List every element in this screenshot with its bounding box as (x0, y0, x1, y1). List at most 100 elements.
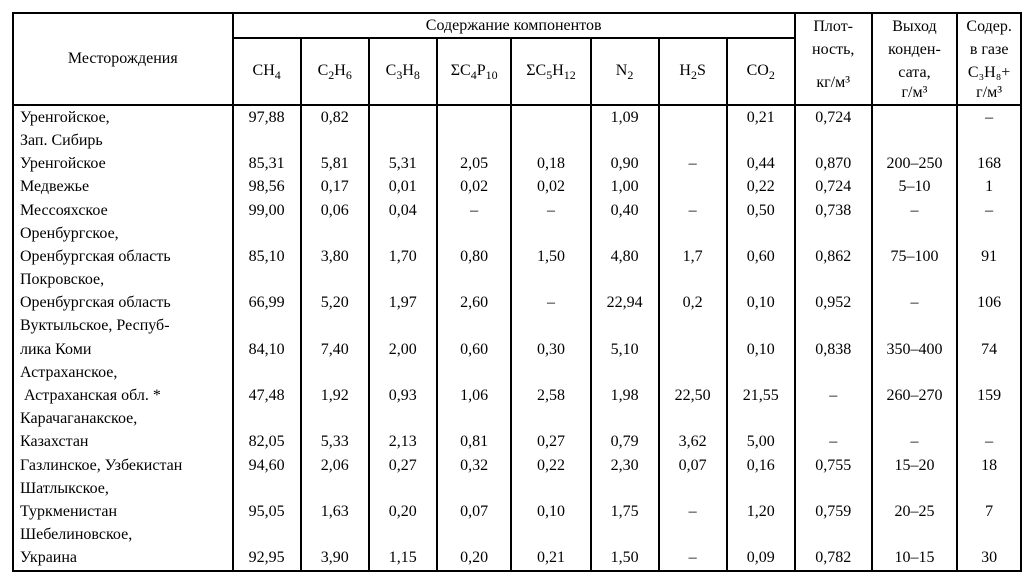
cell-value: 0,759 (795, 500, 872, 523)
cell-value: 5,20 (301, 291, 369, 314)
cell-value: 1,09 (591, 105, 659, 129)
col-condensate-3: сата,г/м³ (872, 61, 958, 104)
cell-value (659, 338, 727, 361)
cell-value (659, 361, 727, 384)
deposit-name: Оренбургская область (13, 245, 233, 268)
cell-value (659, 105, 727, 129)
cell-value: 2,00 (369, 338, 437, 361)
cell-value (437, 222, 512, 245)
deposit-name: Казахстан (13, 430, 233, 453)
cell-value (957, 361, 1021, 384)
cell-value (659, 222, 727, 245)
cell-value: – (872, 199, 958, 222)
col-n2: N2 (591, 38, 659, 105)
deposit-name: Астраханское, (13, 361, 233, 384)
cell-value: 1,50 (591, 546, 659, 570)
cell-value: 0,60 (437, 338, 512, 361)
col-sc5h12: ΣC5H12 (511, 38, 590, 105)
cell-value (727, 268, 795, 291)
cell-value (301, 361, 369, 384)
cell-value: – (957, 430, 1021, 453)
cell-value: 0,838 (795, 338, 872, 361)
cell-value: 1,50 (511, 245, 590, 268)
cell-value (795, 523, 872, 546)
col-c2h6: C2H6 (301, 38, 369, 105)
cell-value: 0,16 (727, 454, 795, 477)
cell-value: 3,62 (659, 430, 727, 453)
cell-value: – (511, 291, 590, 314)
cell-value (795, 407, 872, 430)
cell-value: – (872, 430, 958, 453)
cell-value: 0,27 (369, 454, 437, 477)
cell-value: 1,06 (437, 384, 512, 407)
table-header: Месторождения Содержание компонентов Пло… (13, 13, 1021, 105)
cell-value: – (659, 500, 727, 523)
cell-value (795, 268, 872, 291)
col-group-components: Содержание компонентов (233, 13, 795, 38)
cell-value (233, 477, 301, 500)
cell-value: 0,60 (727, 245, 795, 268)
col-gascontent-3: C₃H₈+г/м³ (957, 61, 1021, 104)
cell-value (872, 523, 958, 546)
table-row: Оренбургское, (13, 222, 1021, 245)
cell-value (659, 268, 727, 291)
table-row: Уренгойское,97,880,821,090,210,724– (13, 105, 1021, 129)
cell-value: 30 (957, 546, 1021, 570)
cell-value: 0,20 (369, 500, 437, 523)
cell-value (511, 314, 590, 337)
cell-value: 1,70 (369, 245, 437, 268)
cell-value: 0,27 (511, 430, 590, 453)
col-condensate-2: конден- (872, 38, 958, 61)
cell-value: 97,88 (233, 105, 301, 129)
cell-value: 106 (957, 291, 1021, 314)
col-h2s: H2S (659, 38, 727, 105)
cell-value: 0,30 (511, 338, 590, 361)
cell-value: – (437, 199, 512, 222)
cell-value: 0,738 (795, 199, 872, 222)
cell-value: 10–15 (872, 546, 958, 570)
cell-value (957, 407, 1021, 430)
cell-value: 0,07 (659, 454, 727, 477)
table-row: Оренбургская область66,995,201,972,60–22… (13, 291, 1021, 314)
cell-value: 3,80 (301, 245, 369, 268)
cell-value (659, 129, 727, 152)
cell-value: 0,782 (795, 546, 872, 570)
cell-value: 0,04 (369, 199, 437, 222)
cell-value (233, 129, 301, 152)
deposit-name: Шебелиновское, (13, 523, 233, 546)
deposit-name: Уренгойское, (13, 105, 233, 129)
cell-value: 0,21 (511, 546, 590, 570)
table-row: Шебелиновское, (13, 523, 1021, 546)
deposit-name: Астраханская обл. * (13, 384, 233, 407)
cell-value: 0,10 (511, 500, 590, 523)
col-name: Месторождения (13, 13, 233, 105)
cell-value: 95,05 (233, 500, 301, 523)
cell-value (301, 477, 369, 500)
cell-value: 85,31 (233, 152, 301, 175)
cell-value: 1,15 (369, 546, 437, 570)
deposit-name: Украина (13, 546, 233, 570)
cell-value (872, 361, 958, 384)
cell-value (301, 222, 369, 245)
table-row: Мессояхское99,000,060,04––0,40–0,500,738… (13, 199, 1021, 222)
cell-value (957, 314, 1021, 337)
table-row: Шатлыкское, (13, 477, 1021, 500)
cell-value: – (659, 152, 727, 175)
cell-value: 0,22 (511, 454, 590, 477)
cell-value: 94,60 (233, 454, 301, 477)
col-gascontent-2: в газе (957, 38, 1021, 61)
col-density-3: кг/м³ (795, 61, 872, 104)
cell-value: 91 (957, 245, 1021, 268)
cell-value: 84,10 (233, 338, 301, 361)
table-row: Астраханское, (13, 361, 1021, 384)
cell-value (727, 523, 795, 546)
cell-value: 350–400 (872, 338, 958, 361)
cell-value: 22,50 (659, 384, 727, 407)
cell-value (233, 314, 301, 337)
cell-value (591, 268, 659, 291)
cell-value: 3,90 (301, 546, 369, 570)
cell-value: 21,55 (727, 384, 795, 407)
table-row: Украина92,953,901,150,200,211,50–0,090,7… (13, 546, 1021, 570)
cell-value (727, 129, 795, 152)
cell-value (795, 361, 872, 384)
